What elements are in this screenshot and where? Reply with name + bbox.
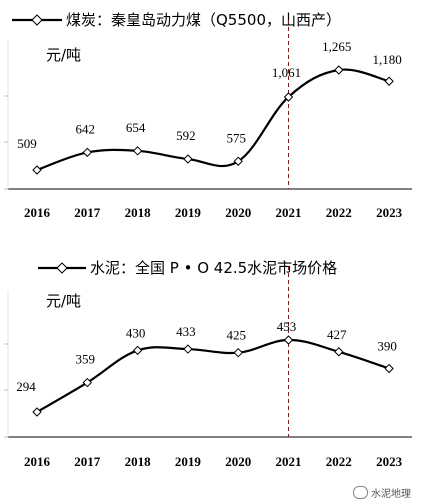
chart-1-data-label-2019: 592 [176, 128, 196, 143]
chart-1-points [32, 65, 394, 175]
chart-2-legend-label: 水泥：全国 P • O 42.5水泥市场价格 [90, 259, 337, 277]
chart-1-data-label-2016: 509 [17, 136, 37, 151]
chart-2-point-2022 [334, 347, 344, 357]
chart-2-data-label-2020: 425 [226, 328, 246, 343]
watermark-text: 水泥地理 [371, 489, 411, 500]
chart-1-x-tick-2019: 2019 [175, 205, 202, 220]
chart-2: 水泥：全国 P • O 42.5水泥市场价格 元/吨 294 359 430 433 4… [4, 259, 412, 469]
chart-2-point-2017 [82, 377, 93, 388]
chart-2-data-label-2019: 433 [176, 324, 196, 339]
chart-1-x-tick-2022: 2022 [326, 205, 352, 220]
chart-1-point-2021 [283, 92, 294, 102]
chart-2-x-tick-2021: 2021 [276, 454, 302, 469]
chart-1-point-2018 [132, 146, 143, 156]
chart-2-x-tick-2023: 2023 [376, 454, 403, 469]
chart-1-x-tick-2018: 2018 [125, 205, 152, 220]
chart-1-legend-marker [31, 14, 43, 26]
chart-1-point-2022 [334, 65, 344, 75]
chart-1-point-2020 [233, 156, 243, 166]
chart-2-y-ticks [4, 343, 8, 438]
chart-1-unit-label: 元/吨 [46, 46, 81, 64]
chart-2-data-label-2016: 294 [16, 379, 36, 394]
chart-2-data-label-2017: 359 [76, 352, 96, 367]
chart-2-x-tick-2022: 2022 [326, 454, 352, 469]
chart-1-x-tick-2017: 2017 [74, 205, 101, 220]
chart-2-legend-marker [56, 262, 68, 274]
chart-1-x-tick-2021: 2021 [276, 205, 302, 220]
chart-1-data-labels: 509 642 654 592 575 1,061 1,265 1,180 [17, 39, 401, 151]
chart-1-x-tick-2023: 2023 [376, 205, 403, 220]
chart-2-x-tick-2018: 2018 [125, 454, 152, 469]
chart-2-x-tick-2016: 2016 [24, 454, 51, 469]
chart-1-y-ticks [4, 95, 8, 190]
chart-2-data-labels: 294 359 430 433 425 453 427 390 [16, 319, 397, 394]
chart-1-data-label-2018: 654 [126, 120, 146, 135]
chart-1: 煤炭：秦皇岛动力煤（Q5500，山西产） 元/吨 509 642 654 592 575… [4, 11, 412, 220]
watermark: 水泥地理 [353, 485, 411, 500]
chart-2-point-2016 [32, 407, 42, 417]
chart-1-x-tick-labels: 2016 2017 2018 2019 2020 2021 2022 2023 [24, 205, 403, 220]
chart-1-point-2017 [82, 147, 93, 158]
chart-2-point-2021 [283, 335, 294, 345]
chart-1-point-2023 [384, 76, 394, 86]
chart-2-data-label-2021: 453 [277, 319, 297, 334]
chart-1-legend: 煤炭：秦皇岛动力煤（Q5500，山西产） [12, 11, 341, 29]
chart-1-point-2019 [183, 154, 193, 164]
chart-2-point-2019 [183, 344, 193, 354]
chart-1-series-line [36, 68, 390, 172]
chart-2-data-label-2022: 427 [327, 327, 347, 342]
chart-1-data-label-2022: 1,265 [322, 39, 351, 54]
chart-2-legend: 水泥：全国 P • O 42.5水泥市场价格 [38, 259, 337, 277]
chart-2-x-tick-2017: 2017 [74, 454, 101, 469]
chart-1-data-label-2020: 575 [226, 130, 246, 145]
wechat-icon [353, 486, 368, 499]
chart-2-x-tick-labels: 2016 2017 2018 2019 2020 2021 2022 2023 [24, 454, 403, 469]
chart-2-data-label-2018: 430 [126, 325, 146, 340]
chart-2-data-label-2023: 390 [377, 339, 397, 354]
chart-2-point-2023 [384, 363, 394, 374]
chart-2-x-tick-2020: 2020 [225, 454, 251, 469]
chart-2-points [32, 335, 394, 417]
chart-1-legend-label: 煤炭：秦皇岛动力煤（Q5500，山西产） [66, 11, 341, 29]
chart-1-data-label-2017: 642 [76, 121, 96, 136]
chart-2-point-2020 [233, 347, 243, 358]
chart-2-unit-label: 元/吨 [46, 292, 81, 310]
chart-1-x-tick-2016: 2016 [24, 205, 51, 220]
chart-2-series-line [36, 338, 390, 413]
chart-1-x-tick-2020: 2020 [225, 205, 251, 220]
chart-1-point-2016 [32, 165, 42, 175]
chart-2-point-2018 [132, 345, 143, 356]
chart-2-x-tick-2019: 2019 [175, 454, 202, 469]
chart-1-data-label-2021: 1,061 [272, 65, 301, 80]
chart-1-data-label-2023: 1,180 [372, 52, 401, 67]
